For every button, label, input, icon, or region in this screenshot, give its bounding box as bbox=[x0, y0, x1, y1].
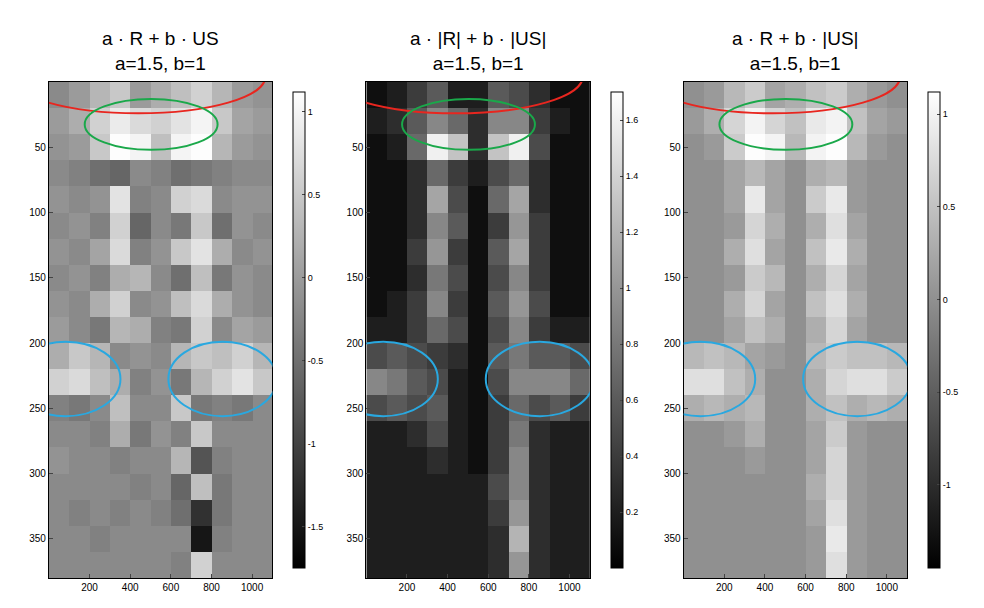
svg-text:350: 350 bbox=[664, 533, 681, 544]
svg-text:800: 800 bbox=[838, 582, 855, 593]
svg-text:800: 800 bbox=[203, 582, 220, 593]
svg-text:-0.5: -0.5 bbox=[308, 356, 324, 366]
svg-text:a · R + b · |US|a=1.5, b=1: a · R + b · |US|a=1.5, b=1 bbox=[732, 28, 859, 74]
svg-text:200: 200 bbox=[399, 582, 416, 593]
svg-text:0.2: 0.2 bbox=[626, 507, 639, 517]
svg-text:600: 600 bbox=[797, 582, 814, 593]
svg-text:200: 200 bbox=[347, 338, 364, 349]
svg-text:200: 200 bbox=[716, 582, 733, 593]
svg-text:1000: 1000 bbox=[876, 582, 899, 593]
svg-text:200: 200 bbox=[81, 582, 98, 593]
svg-text:100: 100 bbox=[664, 207, 681, 218]
svg-text:600: 600 bbox=[163, 582, 180, 593]
svg-text:-1: -1 bbox=[308, 439, 316, 449]
svg-text:400: 400 bbox=[122, 582, 139, 593]
svg-text:400: 400 bbox=[439, 582, 456, 593]
svg-text:150: 150 bbox=[29, 272, 46, 283]
svg-text:0.8: 0.8 bbox=[626, 339, 639, 349]
svg-text:0.6: 0.6 bbox=[626, 395, 639, 405]
svg-text:300: 300 bbox=[347, 468, 364, 479]
svg-text:350: 350 bbox=[29, 533, 46, 544]
svg-text:400: 400 bbox=[757, 582, 774, 593]
svg-text:0: 0 bbox=[943, 295, 948, 305]
svg-text:150: 150 bbox=[664, 272, 681, 283]
svg-text:-1: -1 bbox=[943, 480, 951, 490]
svg-text:200: 200 bbox=[29, 338, 46, 349]
svg-text:0.5: 0.5 bbox=[308, 190, 321, 200]
svg-text:1000: 1000 bbox=[241, 582, 264, 593]
svg-text:0: 0 bbox=[308, 273, 313, 283]
svg-text:300: 300 bbox=[664, 468, 681, 479]
svg-text:1: 1 bbox=[308, 107, 313, 117]
svg-text:350: 350 bbox=[347, 533, 364, 544]
svg-text:300: 300 bbox=[29, 468, 46, 479]
svg-text:1.4: 1.4 bbox=[626, 171, 639, 181]
svg-text:600: 600 bbox=[480, 582, 497, 593]
svg-text:a · |R| + b · |US|a=1.5, b=1: a · |R| + b · |US|a=1.5, b=1 bbox=[410, 28, 546, 74]
svg-text:100: 100 bbox=[29, 207, 46, 218]
svg-text:a · R + b · USa=1.5, b=1: a · R + b · USa=1.5, b=1 bbox=[102, 28, 219, 74]
svg-text:-0.5: -0.5 bbox=[943, 387, 959, 397]
svg-text:150: 150 bbox=[347, 272, 364, 283]
svg-text:100: 100 bbox=[347, 207, 364, 218]
svg-text:50: 50 bbox=[670, 142, 682, 153]
svg-text:50: 50 bbox=[35, 142, 47, 153]
svg-text:1.6: 1.6 bbox=[626, 115, 639, 125]
svg-text:200: 200 bbox=[664, 338, 681, 349]
svg-text:-1.5: -1.5 bbox=[308, 522, 324, 532]
svg-text:1: 1 bbox=[626, 283, 631, 293]
svg-text:800: 800 bbox=[521, 582, 538, 593]
svg-text:250: 250 bbox=[29, 403, 46, 414]
svg-text:50: 50 bbox=[352, 142, 364, 153]
svg-text:1.2: 1.2 bbox=[626, 227, 639, 237]
svg-text:250: 250 bbox=[347, 403, 364, 414]
svg-text:250: 250 bbox=[664, 403, 681, 414]
svg-text:0.5: 0.5 bbox=[943, 202, 956, 212]
svg-text:1: 1 bbox=[943, 109, 948, 119]
svg-text:0.4: 0.4 bbox=[626, 451, 639, 461]
svg-text:1000: 1000 bbox=[558, 582, 581, 593]
